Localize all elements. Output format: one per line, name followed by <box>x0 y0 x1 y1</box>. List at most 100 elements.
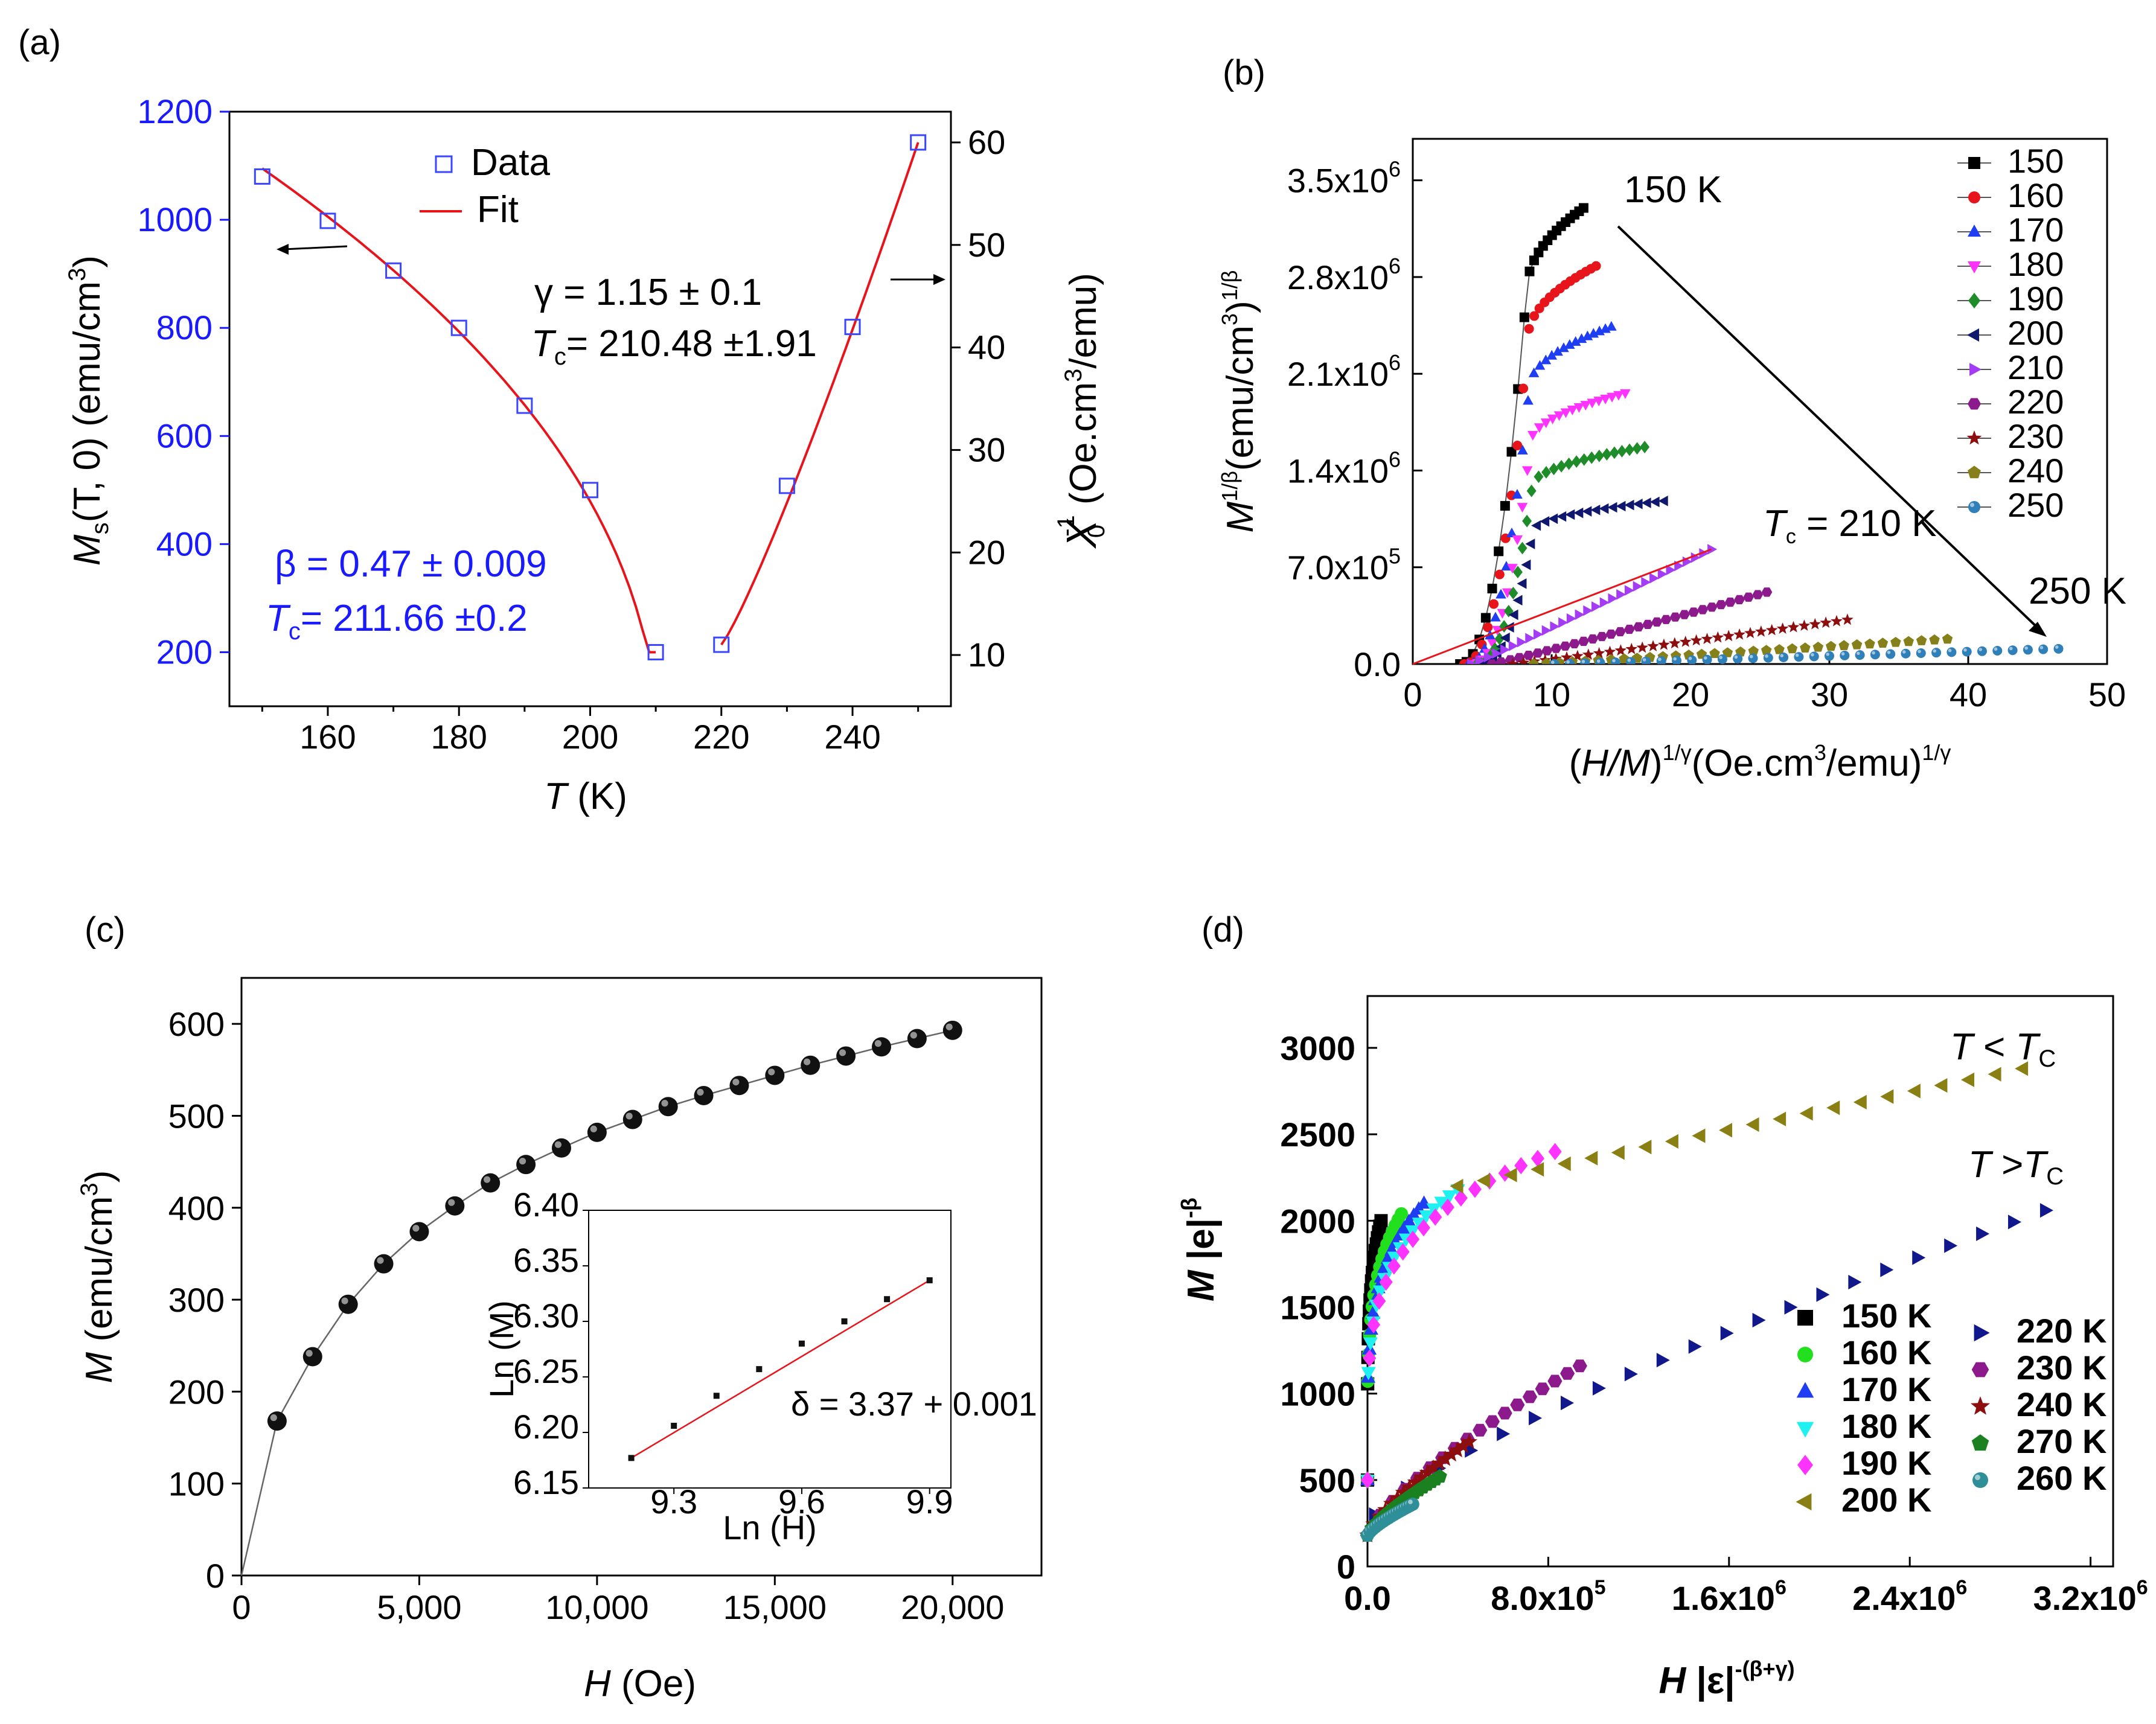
data-point-210 <box>1608 593 1618 604</box>
data-point-190 <box>1609 446 1619 459</box>
data-point-250-shine <box>1627 658 1631 662</box>
data-point-240 <box>1722 647 1733 657</box>
data-point-250-shine <box>1673 657 1677 661</box>
y-tick-exp: 6 <box>1389 254 1401 278</box>
data-point-250 <box>2023 645 2033 655</box>
y-tick-mantissa: 1.4x10 <box>1287 452 1389 490</box>
data-point-180 <box>1600 394 1611 404</box>
data-point-240 <box>1800 642 1811 653</box>
legend-marker <box>1797 1455 1813 1475</box>
x-tick-label: 2.4x106 <box>1852 1576 1967 1617</box>
data-point-250 <box>1962 646 1972 657</box>
data-point-230 <box>1690 634 1703 646</box>
data-point <box>942 1020 962 1040</box>
xlabel-sup: -(β+γ) <box>1735 1656 1795 1681</box>
data-point <box>622 1109 642 1129</box>
legend-label: 150 K <box>1841 1297 1931 1335</box>
data-point-210 <box>1533 629 1543 640</box>
inset: 9.3 9.6 9.9 6.15 6.20 6.25 6.30 6.35 6.40 Ln (H) L… <box>482 1186 1037 1547</box>
x-tick-mantissa: 3.2x10 <box>2033 1579 2136 1617</box>
xlabel-h: H <box>1659 1660 1686 1702</box>
data-point-190 <box>1640 441 1650 453</box>
t-lt: < <box>1973 1026 2016 1068</box>
data-point-shine <box>412 1225 420 1232</box>
inset-y-tick-label: 6.30 <box>513 1297 579 1335</box>
ylabel-close: ) <box>66 255 108 268</box>
data-point-250-shine <box>1551 660 1555 664</box>
data-point <box>729 1076 749 1096</box>
data-point-240 <box>1541 657 1552 664</box>
data-point-200 <box>1508 609 1518 621</box>
y-right-tick-label: 20 <box>968 533 1005 571</box>
ylabel-m: M <box>1180 1269 1222 1301</box>
legend-label: 270 K <box>2017 1422 2106 1460</box>
data-point-270-K <box>1432 1469 1447 1483</box>
panel-c-label: (c) <box>85 910 126 950</box>
xlabel-close: ) <box>1650 742 1663 784</box>
data-point-190-K <box>1416 1219 1430 1237</box>
data-point-250 <box>1931 648 1942 658</box>
data-point-220 <box>1523 651 1534 660</box>
tc-symbol: T <box>1763 503 1788 544</box>
data-point-240 <box>1864 638 1875 649</box>
data-point-210 <box>1475 655 1485 664</box>
data-point-170 <box>1506 528 1517 538</box>
legend-marker <box>1966 430 1982 445</box>
legend-label-210: 210 <box>2007 348 2064 386</box>
panel-c-frame <box>240 977 1043 1577</box>
data-point-200 <box>1525 538 1535 549</box>
data-point-200 <box>1521 559 1531 570</box>
data-point-150 <box>1519 312 1529 322</box>
data-point <box>587 1122 607 1142</box>
data-point-180-K <box>1363 1337 1378 1351</box>
x-tick-label: 0.0 <box>1344 1579 1391 1617</box>
data-point-shine <box>804 1058 811 1065</box>
data-point-250-shine <box>1581 660 1585 663</box>
legend-label-190: 190 <box>2007 279 2064 318</box>
data-point-240 <box>1903 636 1914 646</box>
data-point-180 <box>1512 535 1523 546</box>
data-point-190 <box>1541 466 1552 479</box>
data-point-190 <box>1522 514 1532 528</box>
data-point-220 <box>1587 634 1598 644</box>
data-point-200-K <box>1773 1111 1787 1126</box>
data-point-220-K <box>2007 1215 2021 1230</box>
ylabel-abs: |e| <box>1180 1218 1223 1270</box>
legend-label: 180 K <box>1841 1407 1931 1445</box>
data-point-180 <box>1567 406 1578 416</box>
legend-marker <box>1967 328 1979 342</box>
data-point-160 <box>1591 261 1601 271</box>
data-point-250 <box>1825 651 1834 661</box>
data-point <box>409 1222 429 1242</box>
data-point-240-K <box>1449 1441 1466 1458</box>
panel-b-frame <box>1412 138 2108 665</box>
data-point-200 <box>1565 509 1575 520</box>
inset-y-label: Ln (M) <box>482 1300 520 1398</box>
y-tick-exp: 6 <box>1389 447 1401 471</box>
ylabel-chi-sup: -1 <box>1053 515 1080 537</box>
data-point-220 <box>1761 587 1773 597</box>
data-point-230 <box>1668 637 1681 649</box>
data-point-220 <box>1605 629 1617 639</box>
data-point-210 <box>1641 576 1651 588</box>
tc-sub: C <box>2038 1046 2056 1072</box>
data-point-200 <box>1573 507 1584 519</box>
data-point <box>907 1029 927 1049</box>
data-point-230 <box>1561 651 1573 663</box>
data-point-160 <box>1512 440 1523 450</box>
y-tick-label: 1500 <box>1280 1288 1355 1326</box>
data-point-180 <box>1487 639 1498 649</box>
data-point-250 <box>1626 657 1636 664</box>
y-tick-label: 200 <box>168 1373 225 1411</box>
ylabel-chi-close: /emu) <box>1063 273 1104 368</box>
y-left-tick-label: 1200 <box>137 92 213 130</box>
y-tick-mantissa: 2.8x10 <box>1287 258 1389 296</box>
y-tick-label: 7.0x105 <box>1287 544 1401 587</box>
data-point-180 <box>1540 418 1552 429</box>
data-point-230 <box>1798 619 1811 631</box>
data-point-250-shine <box>1933 649 1937 653</box>
data-point-250 <box>1564 659 1575 664</box>
ylabel-chi: X <box>1058 519 1105 549</box>
y-right-tick-label: 10 <box>968 636 1005 674</box>
data-point-220 <box>1660 615 1672 624</box>
